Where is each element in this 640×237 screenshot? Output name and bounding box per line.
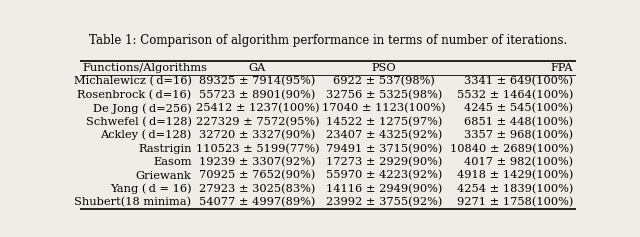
Text: 5532 ± 1464(100%): 5532 ± 1464(100%) — [457, 90, 573, 100]
Text: 4245 ± 545(100%): 4245 ± 545(100%) — [465, 103, 573, 114]
Text: 54077 ± 4997(89%): 54077 ± 4997(89%) — [199, 197, 316, 208]
Text: 10840 ± 2689(100%): 10840 ± 2689(100%) — [450, 143, 573, 154]
Text: 27923 ± 3025(83%): 27923 ± 3025(83%) — [199, 184, 316, 194]
Text: 89325 ± 7914(95%): 89325 ± 7914(95%) — [199, 76, 316, 87]
Text: 4254 ± 1839(100%): 4254 ± 1839(100%) — [457, 184, 573, 194]
Text: 14522 ± 1275(97%): 14522 ± 1275(97%) — [326, 117, 442, 127]
Text: 4918 ± 1429(100%): 4918 ± 1429(100%) — [457, 170, 573, 181]
Text: Schwefel ( d=128): Schwefel ( d=128) — [86, 117, 191, 127]
Text: FPA: FPA — [551, 63, 573, 73]
Text: 14116 ± 2949(90%): 14116 ± 2949(90%) — [326, 184, 442, 194]
Text: Yang ( d = 16): Yang ( d = 16) — [110, 184, 191, 194]
Text: De Jong ( d=256): De Jong ( d=256) — [93, 103, 191, 114]
Text: Easom: Easom — [153, 157, 191, 167]
Text: 70925 ± 7652(90%): 70925 ± 7652(90%) — [199, 170, 316, 181]
Text: Shubert(18 minima): Shubert(18 minima) — [74, 197, 191, 208]
Text: 3357 ± 968(100%): 3357 ± 968(100%) — [465, 130, 573, 140]
Text: Rosenbrock ( d=16): Rosenbrock ( d=16) — [77, 90, 191, 100]
Text: 9271 ± 1758(100%): 9271 ± 1758(100%) — [457, 197, 573, 208]
Text: 17040 ± 1123(100%): 17040 ± 1123(100%) — [322, 103, 445, 114]
Text: PSO: PSO — [371, 63, 396, 73]
Text: GA: GA — [248, 63, 266, 73]
Text: 23992 ± 3755(92%): 23992 ± 3755(92%) — [326, 197, 442, 208]
Text: Functions/Algorithms: Functions/Algorithms — [83, 63, 207, 73]
Text: 6851 ± 448(100%): 6851 ± 448(100%) — [465, 117, 573, 127]
Text: 55723 ± 8901(90%): 55723 ± 8901(90%) — [199, 90, 316, 100]
Text: 19239 ± 3307(92%): 19239 ± 3307(92%) — [199, 157, 316, 167]
Text: 79491 ± 3715(90%): 79491 ± 3715(90%) — [326, 143, 442, 154]
Text: Ackley ( d=128): Ackley ( d=128) — [100, 130, 191, 141]
Text: 32720 ± 3327(90%): 32720 ± 3327(90%) — [199, 130, 316, 140]
Text: Michalewicz ( d=16): Michalewicz ( d=16) — [74, 76, 191, 87]
Text: 17273 ± 2929(90%): 17273 ± 2929(90%) — [326, 157, 442, 167]
Text: Griewank: Griewank — [136, 170, 191, 181]
Text: 4017 ± 982(100%): 4017 ± 982(100%) — [465, 157, 573, 167]
Text: 32756 ± 5325(98%): 32756 ± 5325(98%) — [326, 90, 442, 100]
Text: 25412 ± 1237(100%): 25412 ± 1237(100%) — [195, 103, 319, 114]
Text: 227329 ± 7572(95%): 227329 ± 7572(95%) — [195, 117, 319, 127]
Text: Table 1: Comparison of algorithm performance in terms of number of iterations.: Table 1: Comparison of algorithm perform… — [89, 34, 567, 47]
Text: 110523 ± 5199(77%): 110523 ± 5199(77%) — [195, 143, 319, 154]
Text: 6922 ± 537(98%): 6922 ± 537(98%) — [333, 76, 435, 87]
Text: 23407 ± 4325(92%): 23407 ± 4325(92%) — [326, 130, 442, 140]
Text: Rastrigin: Rastrigin — [138, 144, 191, 154]
Text: 3341 ± 649(100%): 3341 ± 649(100%) — [465, 76, 573, 87]
Text: 55970 ± 4223(92%): 55970 ± 4223(92%) — [326, 170, 442, 181]
